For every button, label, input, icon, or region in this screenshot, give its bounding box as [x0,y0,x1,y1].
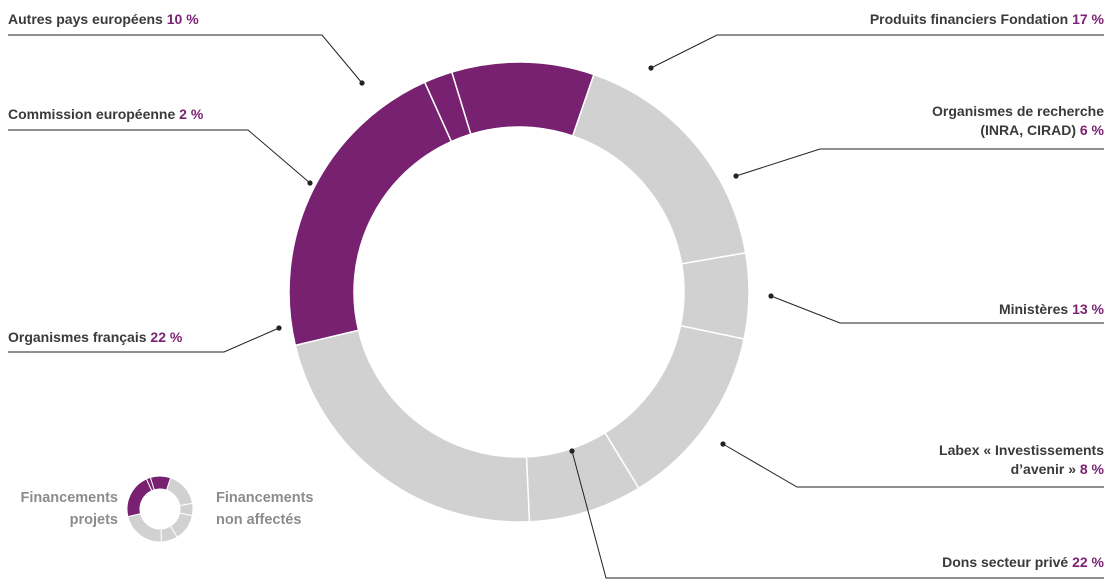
slice-label-commission-europeenne: Commission européenne 2 % [8,106,204,122]
slice-organismes-de-recherche-inra-cirad [679,251,750,340]
leader-dot-autres-pays-europeens [359,80,365,86]
leader-dot-organismes-francais [276,325,282,331]
legend-non-affectes-line1: Financements [216,490,314,506]
slice-value-commission-europeenne: 2 % [175,106,204,122]
slice-value-produits-financiers-fondation: 17 % [1068,11,1104,27]
leader-dot-commission-europeenne [307,180,313,186]
slice-value-dons-secteur-prive: 22 % [1068,554,1104,570]
legend-projets-line1: Financements [21,490,119,506]
legend-projets-line2: projets [70,512,118,528]
leader-dot-dons-secteur-prive [569,448,575,454]
slice-label-organismes-de-recherche-inra-cirad-line1: Organismes de recherche [932,103,1104,119]
slice-label-dons-secteur-prive: Dons secteur privé 22 % [942,554,1104,570]
legend-slice-organismes-francais [126,478,153,518]
slice-value-autres-pays-europeens: 10 % [163,11,199,27]
slice-commission-europeenne [423,71,472,143]
legend-non-affectes-line2: non affectés [216,512,301,528]
leader-dot-organismes-de-recherche-inra-cirad [733,173,739,179]
slice-value-ministeres: 13 % [1068,301,1104,317]
leader-dot-labex-investissements-d-avenir [720,441,726,447]
slice-label-autres-pays-europeens: Autres pays européens 10 % [8,11,199,27]
slice-organismes-francais [288,81,453,347]
slice-value-labex-investissements-d-avenir: 8 % [1076,461,1105,477]
leader-line-commission-europeenne [8,129,311,184]
leader-dot-ministeres [768,293,774,299]
slice-label-labex-investissements-d-avenir-line1: Labex « Investissements [939,442,1104,458]
slice-label-produits-financiers-fondation: Produits financiers Fondation 17 % [870,11,1105,27]
slice-dons-secteur-prive [294,329,531,523]
legend-mini-donut [126,475,194,543]
donut-slices [288,61,750,523]
leader-lines [8,34,1104,579]
leader-line-ministeres [770,295,1104,324]
leader-dot-produits-financiers-fondation [648,65,654,71]
slice-label-ministeres: Ministères 13 % [999,301,1105,317]
slice-value-organismes-francais: 22 % [147,329,183,345]
leader-line-organismes-francais [8,327,280,353]
legend-slice-produits-financiers-fondation [165,477,194,507]
slice-ministeres [603,324,746,490]
legend-slice-dons-secteur-prive [127,513,163,543]
legend: Financements projets Financements non af… [21,475,314,543]
leader-line-produits-financiers-fondation [650,34,1104,69]
leader-line-labex-investissements-d-avenir [722,443,1104,488]
slice-value-organismes-de-recherche-inra-cirad: 6 % [1076,122,1105,138]
leader-line-autres-pays-europeens [8,34,363,84]
slice-labels: Autres pays européens 10 % Produits finan… [8,11,1105,570]
slice-label-organismes-francais: Organismes français 22 % [8,329,183,345]
slice-label-labex-investissements-d-avenir-line2: d’avenir » 8 % [1011,461,1105,477]
leader-line-dons-secteur-prive [571,450,1104,579]
leader-line-organismes-de-recherche-inra-cirad [735,148,1104,177]
slice-label-organismes-de-recherche-inra-cirad-line2: (INRA, CIRAD) 6 % [980,122,1104,138]
legend-slice-commission-europeenne [145,476,155,492]
slice-autres-pays-europeens [450,61,595,137]
slice-produits-financiers-fondation [571,73,747,265]
